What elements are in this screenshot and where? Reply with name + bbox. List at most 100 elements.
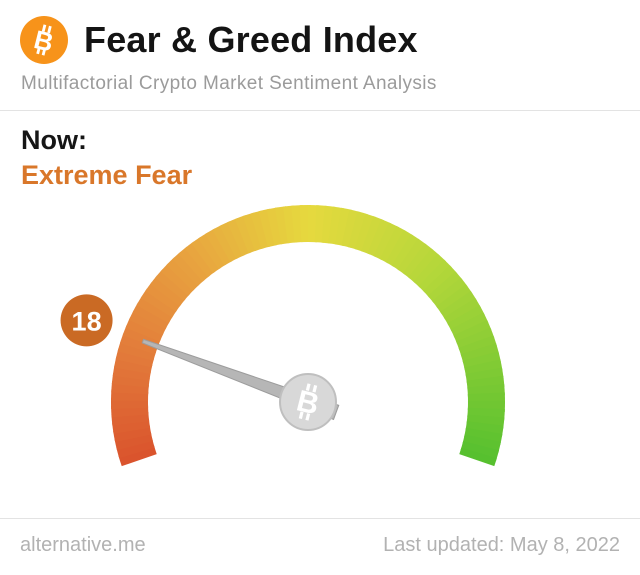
- footer-site-link[interactable]: alternative.me: [20, 534, 146, 556]
- coin-bitcoin-icon: B: [293, 383, 322, 422]
- gauge-arc-segment: [460, 343, 500, 364]
- gauge-arc-segment: [465, 367, 504, 384]
- gauge-arc-segment: [111, 381, 149, 395]
- gauge-arc-segment: [266, 207, 284, 246]
- gauge-arc-segment: [466, 414, 505, 429]
- gauge-needle: [141, 338, 340, 421]
- gauge-arc-segment: [413, 253, 447, 288]
- footer-last-updated: Last updated: May 8, 2022: [383, 534, 620, 556]
- gauge-arc-segment: [299, 205, 311, 243]
- gauge-arc-segment: [122, 324, 161, 348]
- gauge-value-text: 18: [72, 306, 102, 336]
- gauge-arc-segment: [172, 251, 205, 287]
- svg-text:B: B: [293, 384, 322, 421]
- gauge-arc-segment: [427, 271, 463, 303]
- gauge-arc-segment: [443, 297, 482, 326]
- gauge-arc-segment: [321, 205, 336, 244]
- gauge-arc-segment: [440, 291, 477, 320]
- gauge-arc-segment: [379, 225, 407, 264]
- gauge-arc-segment: [447, 305, 485, 332]
- gauge-arc-segment: [391, 234, 421, 271]
- gauge-arc-segment: [385, 229, 414, 267]
- gauge-arc-segment: [166, 257, 200, 291]
- gauge-arc-segment: [234, 215, 258, 254]
- gauge-arc-segment: [467, 384, 505, 397]
- gauge-arc-segment: [467, 407, 505, 421]
- gauge-arc-segment: [160, 263, 195, 296]
- gauge-arc-segment: [328, 206, 345, 245]
- gauge-arc-segment: [283, 205, 297, 244]
- gauge-arc-segment: [205, 228, 233, 266]
- gauge-arc-segment: [432, 277, 468, 309]
- gauge-arc-segment: [456, 327, 495, 351]
- gauge-arc-segment: [119, 332, 159, 355]
- gauge-arc-segment: [110, 397, 149, 410]
- gauge-arc-segment: [458, 335, 497, 357]
- gauge-arc-segment: [125, 317, 164, 342]
- gauge-arc-segment: [128, 309, 167, 336]
- gauge-arc-segment: [150, 275, 186, 307]
- gauge-arc-segment: [242, 212, 264, 252]
- gauge-arc-segment: [178, 246, 210, 282]
- gauge-arc-segment: [450, 312, 489, 338]
- gauge-arc-segment: [118, 445, 157, 467]
- gauge-arc-segment: [145, 281, 182, 312]
- gauge-arc-segment: [155, 269, 190, 302]
- gauge-arc-segment: [258, 208, 277, 248]
- gauge-arc-segment: [462, 351, 501, 370]
- gauge-arc-segment: [436, 284, 473, 314]
- gauge-arc-segment: [354, 213, 377, 252]
- header-divider: [0, 110, 640, 111]
- gauge-arc-segment: [132, 302, 170, 330]
- gauge-arc-segment: [212, 224, 239, 263]
- gauge-arc-segment: [140, 288, 178, 318]
- gauge-arc-segment: [112, 418, 151, 434]
- gauge-arc-segment: [111, 405, 149, 418]
- gauge-arc-segment: [467, 400, 505, 413]
- footer: alternative.me Last updated: May 8, 2022: [0, 518, 640, 575]
- gauge-arc-segment: [373, 222, 400, 261]
- gauge-arc-segment: [397, 238, 428, 275]
- header: B Fear & Greed Index: [0, 0, 640, 64]
- page-subtitle: Multifactorial Crypto Market Sentiment A…: [21, 73, 437, 94]
- gauge-arc-segment: [250, 210, 271, 249]
- gauge-arc-segment: [111, 412, 150, 426]
- gauge-arc-segment: [117, 340, 157, 361]
- gauge-arc-segment: [464, 427, 503, 445]
- gauge-arc-segment: [467, 392, 505, 404]
- gauge-center-coin: [279, 373, 337, 431]
- gauge-arc-segment: [462, 434, 501, 454]
- gauge-arc-segment: [402, 243, 434, 279]
- gauge-arc-segment: [423, 265, 458, 298]
- gauge-arc-segment: [408, 248, 440, 284]
- gauge-arc-segment: [219, 221, 245, 259]
- now-section: Now: Extreme Fear: [0, 111, 640, 193]
- gauge-arc-segment: [198, 232, 227, 270]
- gauge-arc-segment: [460, 441, 500, 462]
- gauge-arc-segment: [274, 206, 291, 245]
- gauge-value-badge: [60, 294, 113, 347]
- gauge-arc-segment: [114, 356, 153, 375]
- gauge-arc-segment: [466, 375, 505, 390]
- gauge-arc-segment: [464, 359, 503, 377]
- gauge-arc-segment: [184, 241, 216, 278]
- gauge-arc-segment: [291, 205, 304, 243]
- gauge-arc-segment: [111, 372, 150, 388]
- gauge-arc-segment: [227, 217, 251, 257]
- gauge-arc-segment: [334, 207, 353, 247]
- gauge-arc-segment: [111, 389, 149, 401]
- gauge-arc-segment: [348, 211, 369, 250]
- now-label: Now:: [21, 125, 87, 155]
- gauge-arc-segment: [115, 348, 155, 368]
- gauge-arc-segment: [308, 205, 320, 243]
- bitcoin-logo-icon: B: [20, 16, 68, 64]
- gauge-arc-segment: [361, 216, 384, 255]
- gauge-arc-segment: [453, 319, 492, 344]
- gauge-arc-segment: [465, 421, 504, 437]
- gauge-arc-segment: [113, 425, 152, 443]
- gauge-arc-segment: [114, 432, 153, 451]
- gauge-arc-segment: [191, 236, 221, 274]
- now-value: Extreme Fear: [21, 159, 193, 190]
- gauge-arc-segment: [418, 259, 452, 293]
